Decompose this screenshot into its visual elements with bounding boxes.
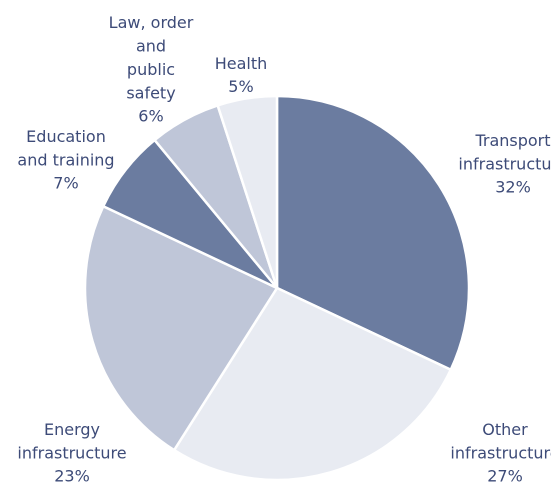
slice-value-label: 5% [228,77,253,96]
slice-value-label: 6% [138,107,163,126]
pie-slice [275,94,471,372]
pie-slice [83,204,279,452]
slice-value-label: 32% [495,178,531,197]
pie-slice [172,286,453,482]
slice-label: Law, order and public safety [109,13,194,103]
slice-label: Health [215,54,268,73]
slice-label: Other infrastructure [450,420,551,463]
slice-value-label: 23% [54,467,90,483]
slice-label: Energy infrastructure [17,420,126,463]
slice-label: Transportinfrastructure [458,131,551,174]
pie-slice [216,94,279,289]
slice-value-label: 7% [53,174,78,193]
slice-label: Education and training [17,127,114,170]
slice-value-label: 27% [487,467,523,483]
